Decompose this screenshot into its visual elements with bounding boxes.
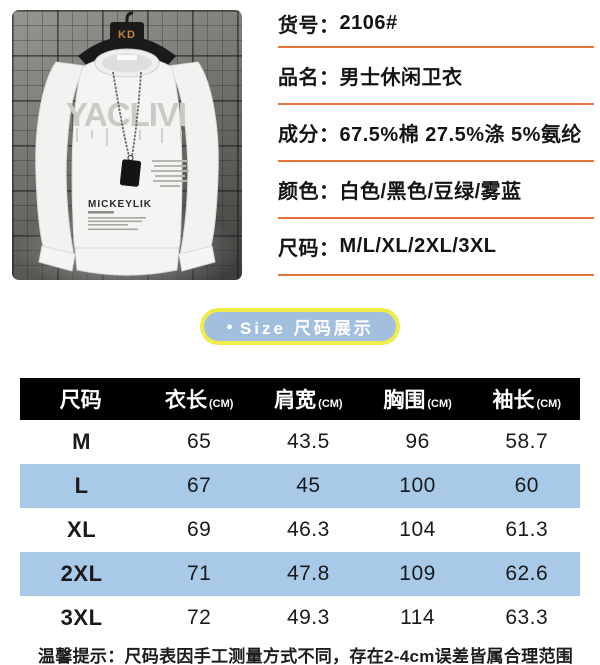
product-info-panel: 货号： 2106# 品名： 男士休闲卫衣 成分： 67.5%棉 27.5%涤 5…	[262, 0, 594, 276]
info-row-colors: 颜色： 白色/黑色/豆绿/雾蓝	[278, 162, 594, 219]
header-chest: 胸围 (CM)	[383, 389, 452, 412]
hanger-label: KD	[118, 29, 136, 41]
collar-inner	[102, 53, 152, 73]
info-label: 货号：	[278, 14, 340, 37]
size-section-badge: ● Size 尺码展示	[200, 308, 400, 345]
size-table-header: 尺码 衣长 (CM) 肩宽 (CM) 胸围 (CM) 袖长 (CM)	[20, 378, 580, 420]
table-row-xl: XL 69 46.3 104 61.3	[20, 508, 580, 552]
size-badge-label: Size 尺码展示	[239, 319, 374, 338]
right-cuff	[178, 245, 216, 272]
header-shoulder: 肩宽 (CM)	[274, 389, 343, 412]
hanger-arms	[78, 36, 176, 66]
header-sleeve: 袖长 (CM)	[492, 389, 561, 412]
header-length: 衣长 (CM)	[164, 389, 234, 412]
size-table: 尺码 衣长 (CM) 肩宽 (CM) 胸围 (CM) 袖长 (CM) M 65 43.5…	[20, 378, 580, 640]
table-row-2xl: 2XL 71 47.8 109 62.6	[20, 552, 580, 596]
table-row-m: M 65 43.5 96 58.7	[20, 420, 580, 464]
dog-tag	[119, 159, 142, 187]
info-row-item-number: 货号： 2106#	[278, 0, 594, 48]
info-label: 颜色：	[278, 181, 340, 203]
info-value: M/L/XL/2XL/3XL	[339, 235, 497, 257]
info-value: 白色/黑色/豆绿/雾蓝	[339, 181, 522, 203]
hanger-center	[110, 22, 144, 43]
chest-caption-lines	[151, 160, 189, 187]
chest-print-text: YACLIVI	[66, 96, 186, 133]
info-value: 2106#	[339, 11, 398, 34]
collar-tag	[117, 55, 137, 60]
bullet-icon: ●	[226, 320, 233, 333]
table-row-l: L 67 45 100 60	[20, 464, 580, 508]
info-label: 品名：	[278, 67, 340, 89]
necklace	[112, 71, 142, 187]
hanger: KD	[78, 11, 176, 66]
left-cuff	[38, 245, 76, 272]
info-row-composition: 成分： 67.5%棉 27.5%涤 5%氨纶	[278, 105, 594, 162]
info-value: 67.5%棉 27.5%涤 5%氨纶	[339, 124, 582, 146]
print-drips	[76, 128, 182, 146]
measurement-disclaimer: 温馨提示：尺码表因手工测量方式不同，存在2-4cm误差皆属合理范围	[38, 647, 574, 665]
header-size: 尺码	[59, 389, 102, 412]
info-row-product-name: 品名： 男士休闲卫衣	[278, 48, 594, 105]
brand-caption-lines	[88, 211, 146, 231]
table-row-3xl: 3XL 72 49.3 114 63.3	[20, 596, 580, 640]
product-photo: KD YACLIVI	[12, 10, 242, 280]
brand-print-text: MICKEYLIK	[88, 199, 152, 210]
hanger-hook	[125, 11, 134, 26]
hem-band	[74, 247, 180, 276]
info-label: 尺码：	[278, 238, 340, 260]
info-row-sizes: 尺码： M/L/XL/2XL/3XL	[278, 219, 594, 276]
sweatshirt-illustration: KD YACLIVI	[15, 11, 239, 280]
info-label: 成分：	[278, 124, 340, 146]
info-value: 男士休闲卫衣	[339, 67, 463, 89]
